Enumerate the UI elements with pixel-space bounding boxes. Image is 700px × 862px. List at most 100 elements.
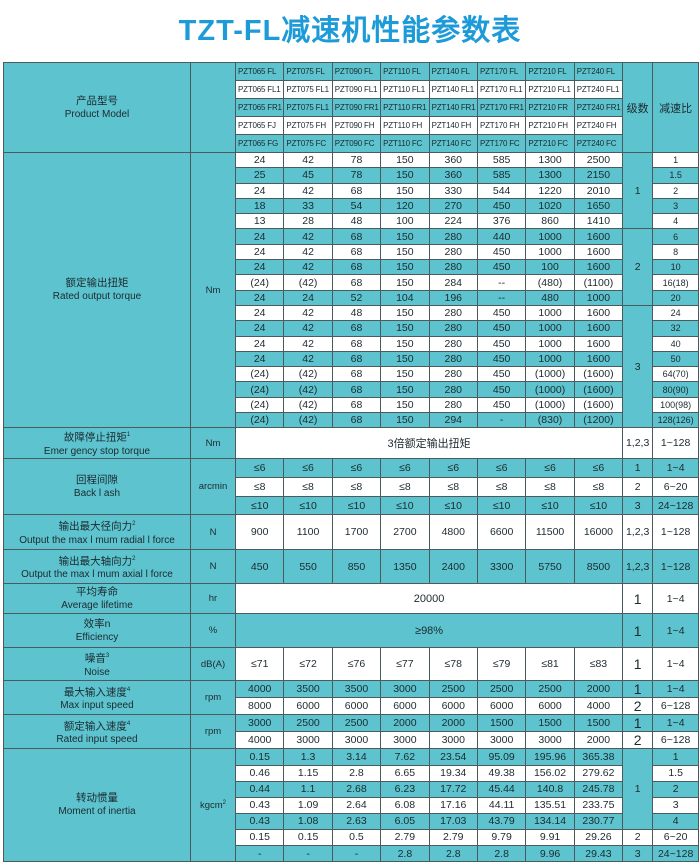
ratio-cell: 80(90)	[652, 381, 700, 398]
value-cell: 45	[283, 167, 333, 184]
table-row: 故障停止扭矩1 Emer gency stop torque Nm 3倍额定输出扭矩 1…	[3, 427, 700, 460]
row-label-axial: 输出最大轴向力2 Output the max l mum axial l for…	[3, 549, 191, 585]
value-cell: 150	[380, 167, 430, 184]
value-cell: PZT090 FC	[331, 134, 382, 153]
ratio-cell: 1~4	[652, 647, 700, 682]
value-cell: 2500	[428, 680, 478, 699]
value-cell: 29.26	[573, 828, 624, 846]
value-cell: 54	[331, 197, 382, 215]
value-cell: 13	[234, 213, 285, 230]
value-cell: 279.62	[573, 764, 624, 782]
value-cell: 0.46	[234, 764, 285, 782]
footnote-mark: 4	[126, 686, 131, 693]
value-cell: 4000	[234, 731, 285, 750]
level-cell: 3	[622, 495, 654, 516]
performance-table: 产品型号 Product Model PZT065 FL PZT075 FL PZT09…	[3, 62, 700, 862]
value-cell: 450	[476, 259, 527, 276]
ratio-cell: 4	[652, 812, 700, 830]
label-cn: 额定输入速度4	[5, 718, 190, 734]
value-cell: 6000	[331, 697, 382, 716]
label-en: Rated output torque	[52, 291, 142, 303]
label-cn: 额定输出扭矩	[5, 277, 190, 290]
value-cell: 3000	[331, 731, 382, 750]
value-cell: 2500	[525, 680, 575, 699]
level-cell: 2	[622, 828, 654, 846]
value-cell: 2500	[331, 714, 382, 733]
label-en: Noise	[84, 666, 110, 678]
ratio-cell: 1~128	[652, 427, 700, 460]
ratio-cell: 50	[652, 350, 700, 368]
value-cell: PZT240 FL	[573, 62, 624, 81]
value-cell: 42	[283, 243, 333, 261]
value-cell: 270	[428, 197, 478, 215]
label-cn-text: 额定输入速度	[63, 720, 127, 733]
ratio-cell: 24~128	[652, 495, 700, 516]
value-cell: 140.8	[525, 780, 575, 798]
table-row: 0.44 1.1 2.68 6.23 17.72 45.44 140.8 245.78 2	[4, 780, 700, 798]
value-cell: 100	[380, 213, 430, 230]
unit-text: dB(A)	[200, 658, 226, 670]
label-cn: 效率n	[5, 618, 190, 631]
value-cell: ≤79	[476, 647, 527, 682]
unit-cell: arcmin	[190, 458, 236, 516]
value-cell: 24	[234, 151, 285, 169]
level-cell: 2	[622, 477, 654, 497]
ratio-cell: 16(18)	[652, 274, 700, 291]
value-cell: ≤6	[234, 458, 285, 479]
value-cell: (24)	[234, 412, 285, 429]
value-cell: (1100)	[573, 274, 624, 291]
value-cell: 150	[380, 274, 430, 291]
value-cell: 2400	[428, 549, 478, 585]
value-cell: 450	[476, 320, 527, 337]
value-cell: PZT075 FC	[283, 134, 333, 153]
unit-cell: hr	[190, 583, 236, 615]
value-cell: ≤8	[283, 477, 333, 497]
ratio-cell: 6	[652, 228, 700, 245]
value-cell: 120	[380, 197, 430, 215]
value-cell: 43.79	[476, 812, 527, 830]
value-cell: 42	[283, 304, 333, 322]
value-cell: PZT140 FL1	[428, 80, 478, 99]
value-cell: 42	[283, 335, 333, 352]
value-cell: 2500	[476, 680, 527, 699]
ratio-cell: 2	[652, 780, 700, 798]
unit-cell: N	[190, 514, 236, 551]
value-cell: --	[476, 274, 527, 291]
value-cell: 24	[234, 228, 285, 245]
value-cell: 78	[331, 151, 382, 169]
table-row: (24) (42) 68 150 294- (830) (1200) 128(126)	[4, 412, 700, 429]
ratio-cell: 20	[652, 289, 700, 306]
level-cell: 1,2,3	[622, 514, 654, 551]
value-cell: 33	[283, 197, 333, 215]
value-cell: 0.15	[234, 828, 285, 846]
table-row: 输出最大径向力2 Output the max l mum radial l fo…	[3, 514, 700, 551]
value-cell: PZT170 FC	[476, 134, 527, 153]
value-cell: (24)	[234, 274, 285, 291]
table-row: (24) (42) 68 150 280 450 (1000) (1600) 100(98)	[4, 396, 700, 414]
value-cell: 156.02	[525, 764, 575, 782]
value-cell: (42)	[283, 412, 333, 429]
ratio-cell: 3	[652, 796, 700, 814]
table-row: 输出最大轴向力2 Output the max l mum axial l for…	[3, 549, 700, 585]
label-en: Back l ash	[73, 487, 121, 499]
ratio-cell: 1	[652, 748, 700, 766]
value-cell: 1600	[573, 320, 624, 337]
label-en: Product Model	[64, 108, 130, 120]
value-cell: PZT090 FR1	[331, 98, 382, 117]
unit-text: N	[209, 561, 217, 573]
value-cell: 6000	[476, 697, 527, 716]
ratio-cell: 1	[652, 151, 700, 169]
value-cell: 48	[331, 213, 382, 230]
value-cell: PZT075 FH	[283, 116, 333, 135]
level-cell: 1	[622, 647, 654, 682]
value-cell: 1000	[573, 289, 624, 306]
value-cell: ≤8	[331, 477, 382, 497]
value-cell: 6000	[428, 697, 478, 716]
value-cell: 360	[428, 167, 478, 184]
table-row: - - -2.8 2.8 2.8 9.96 29.43 3 24~128	[4, 844, 700, 862]
value-cell: (42)	[283, 381, 333, 398]
value-cell: 1000	[525, 335, 575, 352]
level-cell: 1	[622, 151, 654, 230]
value-cell: 150	[380, 304, 430, 322]
unit-text: arcmin	[198, 481, 228, 493]
